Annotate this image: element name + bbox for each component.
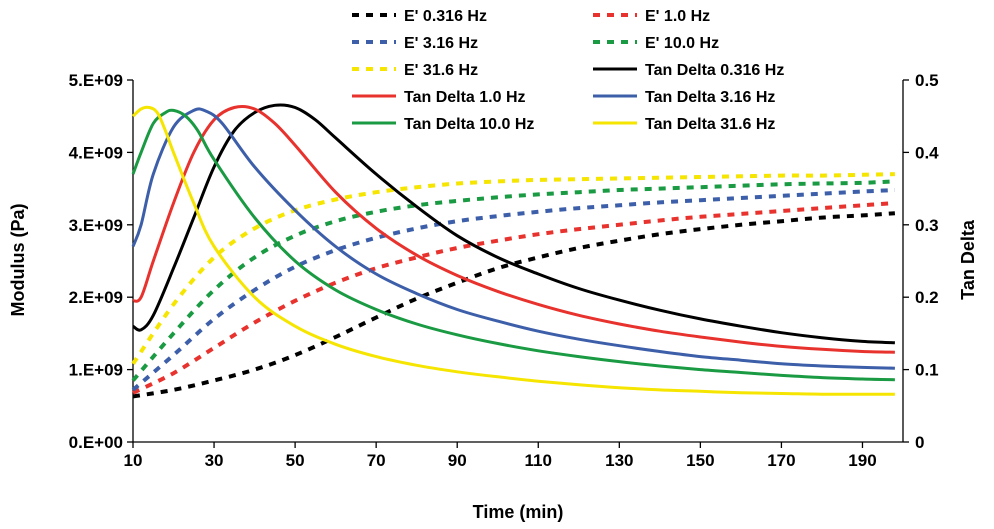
series-line-tan-delta-3-16-hz xyxy=(131,107,895,370)
x-tick-label: 170 xyxy=(767,451,795,470)
x-tick-label: 70 xyxy=(367,451,386,470)
legend-label-tan-delta-0-316-hz: Tan Delta 0.316 Hz xyxy=(645,62,784,79)
y-tick-label: 4.E+09 xyxy=(69,143,123,162)
series-line-e-0-316-hz xyxy=(132,211,896,399)
series-line-tan-delta-0-316-hz xyxy=(132,103,895,345)
series-layer xyxy=(131,103,896,399)
series-line-tan-delta-1-0-hz xyxy=(132,104,895,354)
y-tick-label: 3.E+09 xyxy=(69,216,123,235)
y-tick-label: 2.E+09 xyxy=(69,288,123,307)
series-line-e-31-6-hz xyxy=(131,172,895,365)
legend-label-tan-delta-10-0-hz: Tan Delta 10.0 Hz xyxy=(404,116,534,133)
series-line-e-10-0-hz xyxy=(131,179,895,382)
y-axis-title: Modulus (Pa) xyxy=(8,204,28,317)
series-line-tan-delta-10-0-hz xyxy=(131,108,895,382)
x-tick-label: 30 xyxy=(205,451,224,470)
y-tick-label: 0.E+00 xyxy=(69,433,123,452)
x-tick-label: 10 xyxy=(124,451,143,470)
x-tick-label: 50 xyxy=(286,451,305,470)
y2-tick-label: 0 xyxy=(915,433,924,452)
y2-axis-title: Tan Delta xyxy=(958,219,978,300)
legend-label-tan-delta-31-6-hz: Tan Delta 31.6 Hz xyxy=(645,116,775,133)
y2-tick-label: 0.3 xyxy=(915,216,939,235)
legend-label-e-0-316-hz: E' 0.316 Hz xyxy=(404,8,487,25)
y-tick-label: 1.E+09 xyxy=(69,361,123,380)
legend-label-e-1-0-hz: E' 1.0 Hz xyxy=(645,8,710,25)
legend-label-e-10-0-hz: E' 10.0 Hz xyxy=(645,35,719,52)
series-line-e-3-16-hz xyxy=(131,188,896,392)
y-tick-label: 5.E+09 xyxy=(69,71,123,90)
y2-tick-label: 0.2 xyxy=(915,288,939,307)
x-tick-label: 130 xyxy=(605,451,633,470)
x-tick-label: 150 xyxy=(686,451,714,470)
x-tick-label: 190 xyxy=(848,451,876,470)
y2-tick-label: 0.5 xyxy=(915,71,939,90)
axes: 0.E+00 1.E+09 2.E+09 3.E+09 4.E+09 5.E+09 0 0.1… xyxy=(69,71,940,470)
series-line-tan-delta-31-6-hz xyxy=(131,105,895,396)
x-tick-label: 110 xyxy=(525,451,552,470)
x-tick-label: 90 xyxy=(448,451,467,470)
y2-tick-label: 0.1 xyxy=(915,361,939,380)
legend-label-tan-delta-1-0-hz: Tan Delta 1.0 Hz xyxy=(404,89,526,106)
legend-label-e-31-6-hz: E' 31.6 Hz xyxy=(404,62,478,79)
legend-label-tan-delta-3-16-hz: Tan Delta 3.16 Hz xyxy=(645,89,775,106)
y2-tick-label: 0.4 xyxy=(915,143,939,162)
x-axis-title: Time (min) xyxy=(473,502,564,522)
legend: E' 0.316 Hz E' 1.0 Hz E' 3.16 Hz E' 10.0 Hz… xyxy=(352,8,784,133)
series-line-e-1-0-hz xyxy=(132,201,896,395)
legend-label-e-3-16-hz: E' 3.16 Hz xyxy=(404,35,478,52)
